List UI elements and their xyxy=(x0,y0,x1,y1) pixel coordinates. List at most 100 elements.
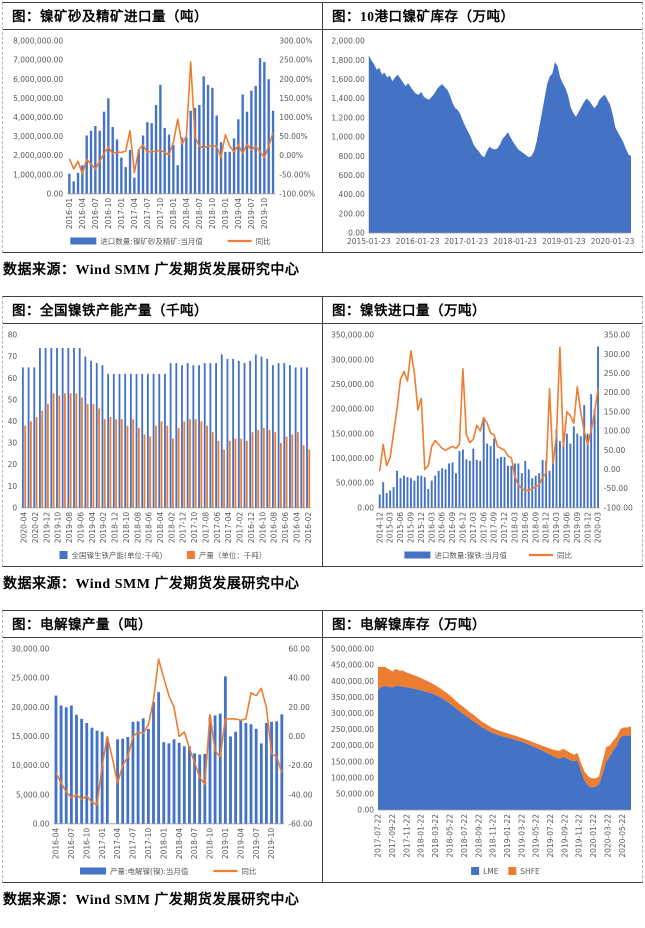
svg-text:150,000.00: 150,000.00 xyxy=(331,757,374,766)
svg-text:2019-04: 2019-04 xyxy=(234,198,243,230)
electrolytic-nickel-production-chart: 0.00 5,000.00 10,000.00 15,000.00 20,000.00 2… xyxy=(11,645,313,876)
svg-text:250.00%: 250.00% xyxy=(279,56,312,65)
svg-text:2019-07: 2019-07 xyxy=(247,198,256,230)
svg-text:同比: 同比 xyxy=(241,866,256,876)
data-source-line: 数据来源：Wind SMM 广发期货发展研究中心 xyxy=(3,577,300,592)
svg-text:-100.00: -100.00 xyxy=(604,503,633,512)
svg-text:产量:电解镍(镍):当月值: 产量:电解镍(镍):当月值 xyxy=(110,866,189,876)
svg-text:2019-05-22: 2019-05-22 xyxy=(532,814,541,858)
svg-text:2020-05-22: 2020-05-22 xyxy=(618,814,627,858)
panel-npi-capacity-production: 图：全国镍铁产能产量（千吨） 0 10 20 30 40 50 60 70 80 2020-04 2… xyxy=(3,297,322,566)
svg-text:-60.00: -60.00 xyxy=(288,819,312,828)
svg-text:2017-04: 2017-04 xyxy=(113,828,122,860)
svg-text:-50.00%: -50.00% xyxy=(279,170,310,179)
svg-text:2018-02: 2018-02 xyxy=(167,512,176,544)
svg-text:200.00: 200.00 xyxy=(339,209,365,218)
svg-text:2015-06: 2015-06 xyxy=(396,512,405,544)
svg-text:2018-11-22: 2018-11-22 xyxy=(489,814,498,858)
svg-text:2019-01: 2019-01 xyxy=(221,198,230,230)
svg-text:400,000.00: 400,000.00 xyxy=(331,677,374,686)
svg-text:0.00: 0.00 xyxy=(357,806,374,815)
panel-nickel-ore-imports: 图：镍矿砂及精矿进口量（吨） 0.00 1,000,000.00 2,000,000… xyxy=(3,3,322,252)
svg-text:30,000.00: 30,000.00 xyxy=(11,645,49,654)
chart-title-npi-imports: 图：镍铁进口量（万吨） xyxy=(323,297,642,324)
svg-text:2017-07: 2017-07 xyxy=(129,828,138,860)
svg-text:2019-10: 2019-10 xyxy=(260,198,269,230)
svg-text:150,000.00: 150,000.00 xyxy=(331,429,374,438)
svg-text:2018-05-22: 2018-05-22 xyxy=(446,814,455,858)
svg-text:进口数量:镍矿砂及精矿:当月值: 进口数量:镍矿砂及精矿:当月值 xyxy=(100,236,203,246)
svg-text:2019-09: 2019-09 xyxy=(573,512,582,544)
svg-text:150.00%: 150.00% xyxy=(279,94,312,103)
svg-text:50.00%: 50.00% xyxy=(279,132,308,141)
svg-text:600.00: 600.00 xyxy=(339,171,365,180)
svg-text:450,000.00: 450,000.00 xyxy=(331,661,374,670)
svg-text:2018-04: 2018-04 xyxy=(156,512,165,544)
svg-text:-40.00: -40.00 xyxy=(288,790,312,799)
svg-text:5,000.00: 5,000.00 xyxy=(16,790,50,799)
data-source-line: 数据来源：Wind SMM 广发期货发展研究中心 xyxy=(3,893,300,908)
svg-text:进口数量:镍铁:当月值: 进口数量:镍铁:当月值 xyxy=(434,550,507,560)
nickel-ore-imports-chart: 0.00 1,000,000.00 2,000,000.00 3,000,000.00… xyxy=(13,37,315,246)
svg-text:5,000,000.00: 5,000,000.00 xyxy=(13,94,63,103)
svg-text:2017-08: 2017-08 xyxy=(202,512,211,544)
svg-text:2015-09: 2015-09 xyxy=(407,512,416,544)
svg-text:2020-03-22: 2020-03-22 xyxy=(604,814,613,858)
svg-text:2016-04: 2016-04 xyxy=(52,828,61,860)
svg-text:2017-06: 2017-06 xyxy=(479,512,488,544)
svg-text:2017-07-22: 2017-07-22 xyxy=(374,814,383,858)
panel-port-nickel-ore-inventory: 图：10港口镍矿库存（万吨） 0.00 200.00 400.00 600.00 800… xyxy=(322,3,642,252)
svg-text:2018-07: 2018-07 xyxy=(195,198,204,230)
svg-text:40: 40 xyxy=(8,417,18,426)
svg-text:2016-04: 2016-04 xyxy=(78,198,87,230)
svg-text:0.00: 0.00 xyxy=(46,189,63,198)
svg-text:60: 60 xyxy=(8,374,18,383)
svg-text:7,000,000.00: 7,000,000.00 xyxy=(13,56,63,65)
chart-title-port-inventory: 图：10港口镍矿库存（万吨） xyxy=(323,3,642,30)
svg-text:1,800.00: 1,800.00 xyxy=(331,56,365,65)
chart-title-electrolytic-inventory: 图：电解镍库存（万吨） xyxy=(323,611,642,638)
svg-text:2016-09: 2016-09 xyxy=(448,512,457,544)
svg-text:350.00: 350.00 xyxy=(604,331,630,340)
panel-npi-imports: 图：镍铁进口量（万吨） 0.00 50,000.00 100,000.00 150,0… xyxy=(322,297,642,566)
svg-text:1,200.00: 1,200.00 xyxy=(331,113,365,122)
svg-text:50,000.00: 50,000.00 xyxy=(336,479,374,488)
svg-text:250,000.00: 250,000.00 xyxy=(331,380,374,389)
svg-text:2018-07: 2018-07 xyxy=(190,828,199,860)
svg-text:50,000.00: 50,000.00 xyxy=(336,790,374,799)
chart-title-npi-capacity: 图：全国镍铁产能产量（千吨） xyxy=(3,297,322,324)
svg-text:2,000,000.00: 2,000,000.00 xyxy=(13,151,63,160)
svg-text:200.00%: 200.00% xyxy=(279,75,312,84)
svg-text:2018-07-22: 2018-07-22 xyxy=(460,814,469,858)
svg-text:20: 20 xyxy=(8,460,18,469)
svg-text:2017-04: 2017-04 xyxy=(224,512,233,544)
svg-text:2016-12: 2016-12 xyxy=(459,512,468,544)
panel-electrolytic-nickel-production: 图：电解镍产量（吨） 0.00 5,000.00 10,000.00 15,000.0… xyxy=(3,611,322,882)
svg-text:80: 80 xyxy=(8,331,18,340)
svg-text:2018-04: 2018-04 xyxy=(182,198,191,230)
svg-text:2019-06: 2019-06 xyxy=(563,512,572,544)
svg-text:2019-02: 2019-02 xyxy=(99,512,108,544)
svg-text:2019-03-22: 2019-03-22 xyxy=(517,814,526,858)
svg-text:300.00: 300.00 xyxy=(604,350,630,359)
svg-text:2017-12: 2017-12 xyxy=(500,512,509,544)
svg-text:2018-01-23: 2018-01-23 xyxy=(493,237,537,246)
svg-text:350,000.00: 350,000.00 xyxy=(331,693,374,702)
svg-text:2020-01-23: 2020-01-23 xyxy=(591,237,635,246)
svg-text:LME: LME xyxy=(483,867,499,876)
svg-text:25,000.00: 25,000.00 xyxy=(11,674,49,683)
svg-text:250,000.00: 250,000.00 xyxy=(331,725,374,734)
svg-text:10,000.00: 10,000.00 xyxy=(11,761,49,770)
svg-text:3,000,000.00: 3,000,000.00 xyxy=(13,132,63,141)
svg-text:2019-10: 2019-10 xyxy=(267,828,276,860)
svg-text:1,600.00: 1,600.00 xyxy=(331,75,365,84)
svg-text:2016-01-23: 2016-01-23 xyxy=(396,237,440,246)
svg-text:0.00: 0.00 xyxy=(604,465,621,474)
svg-text:2018-10: 2018-10 xyxy=(122,512,131,544)
svg-text:50: 50 xyxy=(8,395,18,404)
svg-text:200,000.00: 200,000.00 xyxy=(331,405,374,414)
svg-text:2017-01: 2017-01 xyxy=(98,828,107,860)
svg-text:2020-03: 2020-03 xyxy=(594,512,603,544)
svg-text:2019-12: 2019-12 xyxy=(42,512,51,544)
